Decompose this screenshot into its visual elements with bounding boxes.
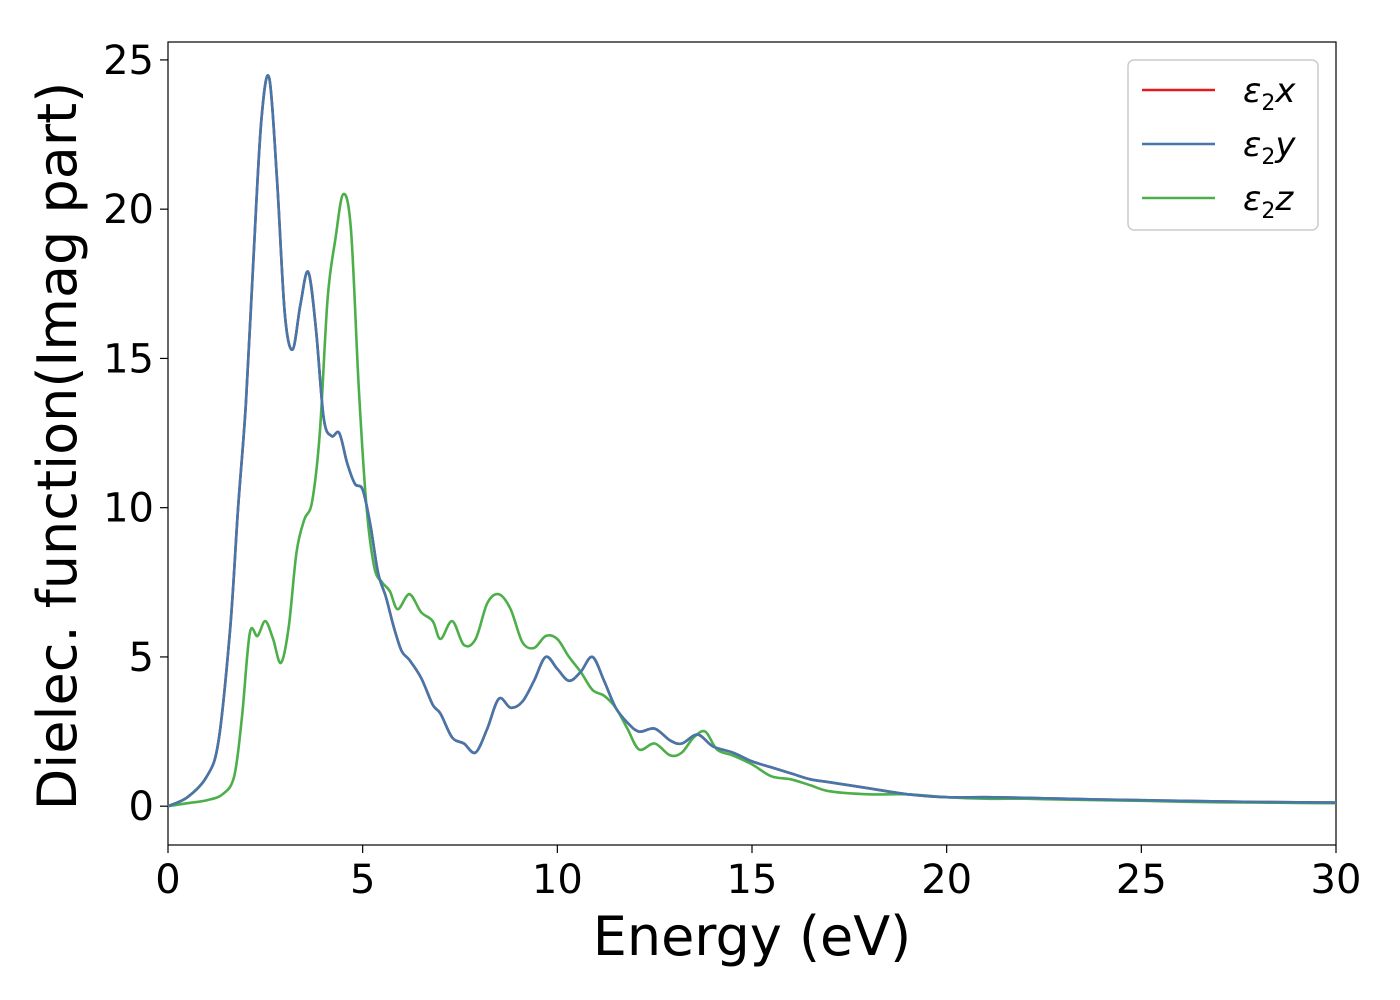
x-tick-label: 10	[532, 857, 583, 903]
legend: ε2x ε2y ε2z	[1127, 59, 1319, 231]
series-line-2	[167, 74, 1337, 808]
y-tick-label: 15	[103, 336, 154, 382]
y-tick-label: 25	[103, 38, 154, 84]
x-tick-label: 20	[921, 857, 972, 903]
x-tick-label: 15	[727, 857, 778, 903]
y-axis: 0 5 10 15 20 25	[103, 38, 168, 830]
x-tick-label: 0	[155, 857, 180, 903]
legend-label: ε2x	[1243, 71, 1296, 116]
legend-label: ε2z	[1243, 179, 1294, 224]
y-tick-label: 0	[129, 784, 154, 830]
x-tick-label: 30	[1311, 857, 1362, 903]
y-axis-title: Dielec. function(Imag part)	[26, 82, 89, 811]
y-tick-label: 20	[103, 187, 154, 233]
series-line-3	[167, 192, 1337, 808]
x-tick-label: 5	[350, 857, 375, 903]
x-axis: 0 5 10 15 20 25 30	[155, 845, 1361, 903]
x-axis-title: Energy (eV)	[593, 905, 912, 968]
y-tick-label: 10	[103, 486, 154, 532]
series-layer	[167, 74, 1337, 808]
y-tick-label: 5	[129, 635, 154, 681]
x-tick-label: 25	[1116, 857, 1167, 903]
legend-label: ε2y	[1243, 125, 1296, 170]
legend-box	[1127, 59, 1319, 231]
